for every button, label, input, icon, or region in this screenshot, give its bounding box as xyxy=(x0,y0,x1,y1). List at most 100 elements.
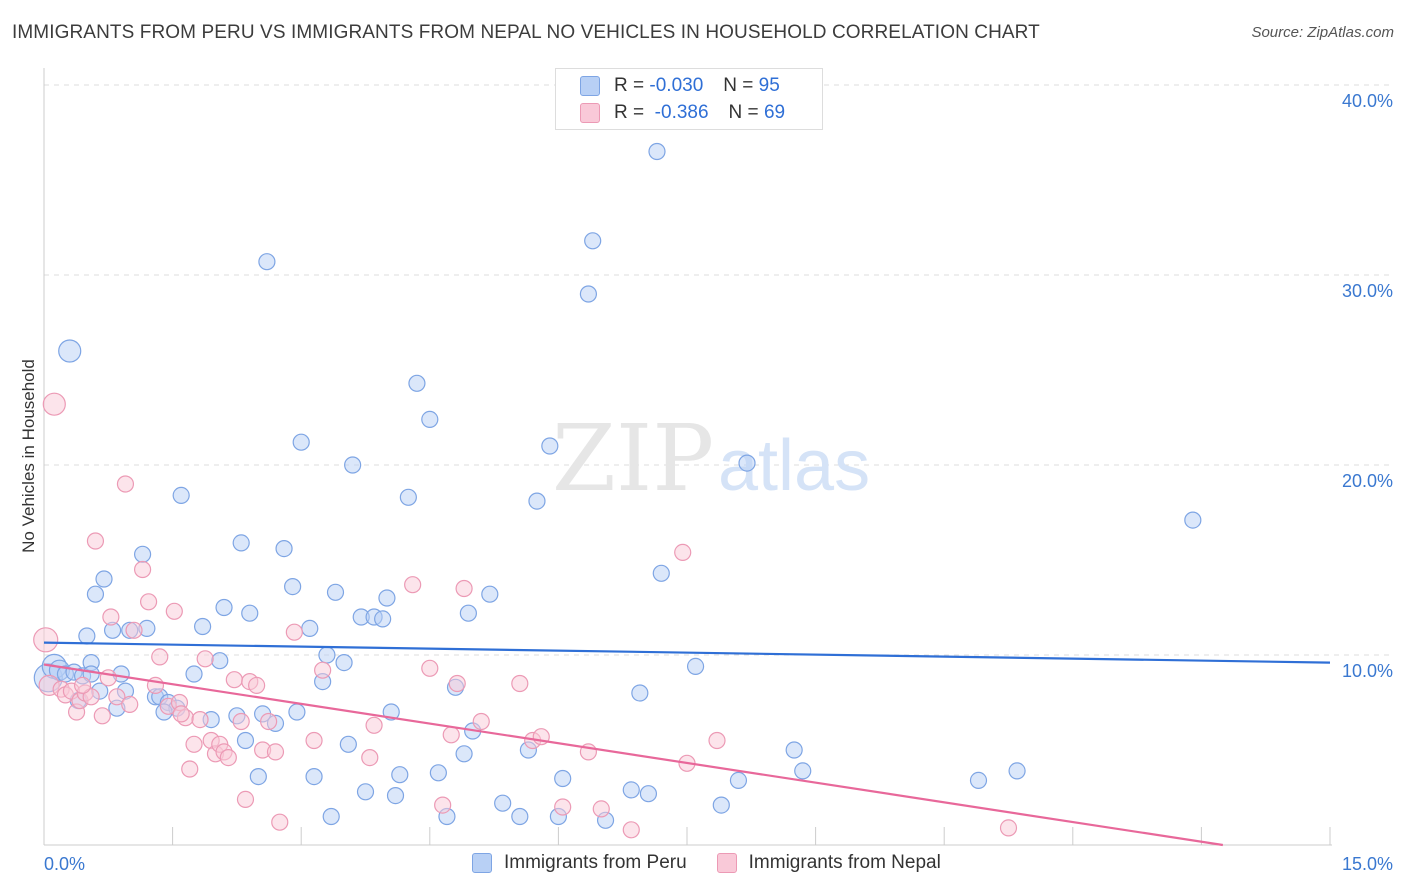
peru-n-label: N = xyxy=(723,75,754,96)
nepal-point xyxy=(125,621,143,639)
peru-point xyxy=(794,762,812,780)
peru-point xyxy=(241,604,259,622)
peru-point xyxy=(284,577,302,596)
peru-point xyxy=(631,684,649,702)
peru-point xyxy=(318,646,336,664)
peru-point xyxy=(374,610,392,628)
peru-point xyxy=(554,769,572,788)
nepal-point xyxy=(442,726,460,744)
peru-point xyxy=(301,619,319,638)
nepal-point xyxy=(165,602,183,620)
nepal-point xyxy=(196,650,214,668)
peru-point xyxy=(429,764,447,782)
peru-point xyxy=(455,745,473,763)
peru-point xyxy=(344,456,362,474)
peru-point xyxy=(729,771,748,790)
peru-point xyxy=(236,731,255,750)
peru-point xyxy=(969,771,988,790)
peru-point xyxy=(86,585,105,603)
nepal-point xyxy=(455,579,473,598)
nepal-point xyxy=(592,800,610,818)
peru-point xyxy=(494,794,512,812)
x-tick-label: 0.0% xyxy=(44,854,85,874)
legend-item-peru: Immigrants from Peru xyxy=(472,852,687,874)
nepal-point xyxy=(108,688,126,706)
peru-r-label: R = xyxy=(614,75,645,96)
peru-point xyxy=(172,486,190,504)
peru-point xyxy=(648,142,666,161)
peru-point xyxy=(78,627,96,645)
nepal-n-label: N = xyxy=(728,102,759,123)
nepal-r-label: R = xyxy=(614,102,645,123)
nepal-point xyxy=(236,790,255,809)
y-tick-label: 10.0% xyxy=(1342,661,1393,681)
nepal-point xyxy=(271,813,289,831)
peru-point xyxy=(1184,511,1202,529)
peru-point xyxy=(528,492,546,510)
legend-item-nepal: Immigrants from Nepal xyxy=(716,852,941,874)
nepal-point xyxy=(999,819,1018,837)
peru-point xyxy=(305,767,323,786)
nepal-point xyxy=(191,710,209,729)
nepal-point xyxy=(172,705,190,723)
nepal-point xyxy=(82,688,100,706)
gridlines xyxy=(44,84,1392,656)
peru-swatch xyxy=(580,76,600,96)
nepal-point xyxy=(434,796,452,814)
nepal-point xyxy=(33,627,59,653)
peru-r-value: -0.030 xyxy=(649,75,704,96)
series-nepal xyxy=(33,392,1018,839)
nepal-point xyxy=(185,735,203,753)
peru-point xyxy=(1008,762,1026,780)
nepal-point xyxy=(102,608,120,626)
nepal-point xyxy=(225,671,243,689)
peru-point xyxy=(288,703,306,721)
legend-swatch-nepal xyxy=(716,853,737,873)
bottom-legend: Immigrants from Peru Immigrants from Nep… xyxy=(472,852,971,874)
nepal-point xyxy=(86,532,105,550)
peru-point xyxy=(249,767,267,786)
nepal-point xyxy=(404,576,422,594)
nepal-point xyxy=(42,392,66,416)
x-tick-label: 15.0% xyxy=(1342,854,1393,874)
watermark-zip: ZIP xyxy=(552,405,714,512)
peru-point xyxy=(391,766,409,784)
peru-point xyxy=(339,735,357,753)
legend-label-peru: Immigrants from Peru xyxy=(504,852,687,873)
peru-point xyxy=(738,454,756,472)
y-tick-label: 40.0% xyxy=(1342,91,1393,111)
peru-point xyxy=(215,598,233,617)
peru-point xyxy=(335,653,353,672)
nepal-point xyxy=(622,821,640,839)
peru-point xyxy=(622,781,640,799)
peru-point xyxy=(584,232,602,250)
nepal-point xyxy=(511,674,529,693)
peru-point xyxy=(686,657,705,676)
peru-point xyxy=(712,796,730,814)
nepal-point xyxy=(305,731,323,750)
nepal-point xyxy=(232,712,250,731)
trend-line-peru xyxy=(43,641,1331,664)
nepal-point xyxy=(285,623,303,641)
peru-point xyxy=(378,589,396,607)
peru-point xyxy=(408,374,426,392)
peru-point xyxy=(785,741,803,759)
peru-point xyxy=(541,437,559,455)
legend-swatch-peru xyxy=(472,853,492,873)
trend-lines xyxy=(43,641,1331,847)
peru-point xyxy=(511,807,529,826)
y-axis-label: No Vehicles in Household xyxy=(19,359,38,553)
nepal-point xyxy=(181,760,199,778)
nepal-r-value: -0.386 xyxy=(654,102,709,123)
peru-point xyxy=(652,564,670,582)
nepal-point xyxy=(139,593,158,611)
nepal-point xyxy=(361,748,379,767)
peru-point xyxy=(386,786,405,805)
nepal-point xyxy=(554,798,572,816)
nepal-point xyxy=(260,712,278,731)
nepal-point xyxy=(365,716,383,734)
peru-point xyxy=(326,583,345,601)
stats-legend: R = -0.030 N = 95 R = -0.386 N = 69 xyxy=(555,68,823,130)
peru-point xyxy=(194,617,212,636)
